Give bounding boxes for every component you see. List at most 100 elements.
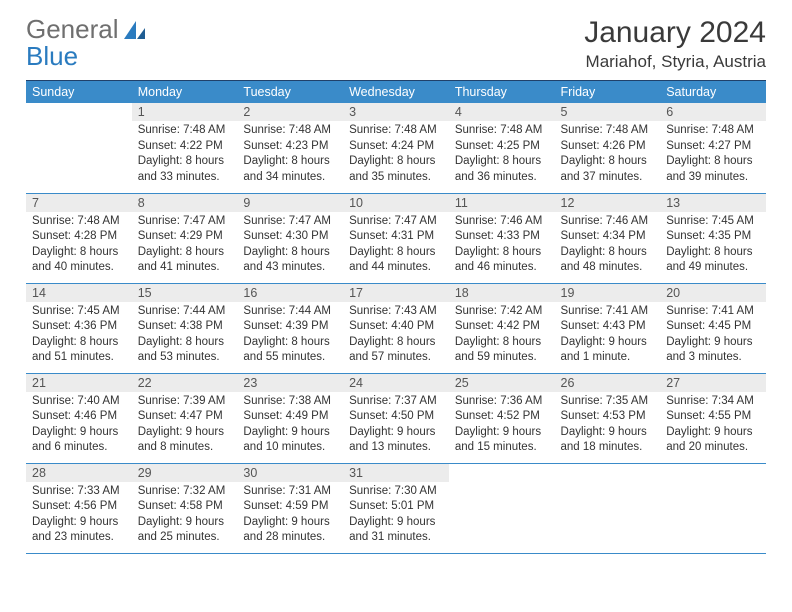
day-body: Sunrise: 7:46 AMSunset: 4:34 PMDaylight:… <box>555 212 661 280</box>
calendar-day-cell: 14Sunrise: 7:45 AMSunset: 4:36 PMDayligh… <box>26 283 132 373</box>
calendar-day-cell: 29Sunrise: 7:32 AMSunset: 4:58 PMDayligh… <box>132 463 238 553</box>
weekday-header: Saturday <box>660 81 766 104</box>
day-number: 20 <box>660 284 766 302</box>
day-body: Sunrise: 7:46 AMSunset: 4:33 PMDaylight:… <box>449 212 555 280</box>
day-number: 5 <box>555 103 661 121</box>
day-number: 16 <box>237 284 343 302</box>
calendar-day-cell <box>26 103 132 193</box>
calendar-day-cell <box>449 463 555 553</box>
calendar-day-cell: 27Sunrise: 7:34 AMSunset: 4:55 PMDayligh… <box>660 373 766 463</box>
day-body: Sunrise: 7:32 AMSunset: 4:58 PMDaylight:… <box>132 482 238 550</box>
calendar-day-cell: 8Sunrise: 7:47 AMSunset: 4:29 PMDaylight… <box>132 193 238 283</box>
day-body: Sunrise: 7:47 AMSunset: 4:30 PMDaylight:… <box>237 212 343 280</box>
calendar-day-cell: 16Sunrise: 7:44 AMSunset: 4:39 PMDayligh… <box>237 283 343 373</box>
day-number: 23 <box>237 374 343 392</box>
logo-word2: Blue <box>26 41 78 71</box>
day-body: Sunrise: 7:48 AMSunset: 4:22 PMDaylight:… <box>132 121 238 189</box>
day-number: 11 <box>449 194 555 212</box>
location: Mariahof, Styria, Austria <box>584 52 766 72</box>
day-number: 4 <box>449 103 555 121</box>
calendar-day-cell: 12Sunrise: 7:46 AMSunset: 4:34 PMDayligh… <box>555 193 661 283</box>
calendar-day-cell: 28Sunrise: 7:33 AMSunset: 4:56 PMDayligh… <box>26 463 132 553</box>
calendar-day-cell: 20Sunrise: 7:41 AMSunset: 4:45 PMDayligh… <box>660 283 766 373</box>
calendar-day-cell: 15Sunrise: 7:44 AMSunset: 4:38 PMDayligh… <box>132 283 238 373</box>
calendar-day-cell: 2Sunrise: 7:48 AMSunset: 4:23 PMDaylight… <box>237 103 343 193</box>
weekday-header: Friday <box>555 81 661 104</box>
day-body: Sunrise: 7:48 AMSunset: 4:26 PMDaylight:… <box>555 121 661 189</box>
header: General Blue January 2024 Mariahof, Styr… <box>26 16 766 72</box>
day-body: Sunrise: 7:48 AMSunset: 4:23 PMDaylight:… <box>237 121 343 189</box>
calendar-week-row: 14Sunrise: 7:45 AMSunset: 4:36 PMDayligh… <box>26 283 766 373</box>
day-body: Sunrise: 7:48 AMSunset: 4:27 PMDaylight:… <box>660 121 766 189</box>
calendar-day-cell: 22Sunrise: 7:39 AMSunset: 4:47 PMDayligh… <box>132 373 238 463</box>
day-body: Sunrise: 7:44 AMSunset: 4:39 PMDaylight:… <box>237 302 343 370</box>
day-number: 18 <box>449 284 555 302</box>
calendar-day-cell: 17Sunrise: 7:43 AMSunset: 4:40 PMDayligh… <box>343 283 449 373</box>
calendar-day-cell: 13Sunrise: 7:45 AMSunset: 4:35 PMDayligh… <box>660 193 766 283</box>
day-body: Sunrise: 7:41 AMSunset: 4:45 PMDaylight:… <box>660 302 766 370</box>
calendar-day-cell: 9Sunrise: 7:47 AMSunset: 4:30 PMDaylight… <box>237 193 343 283</box>
day-number: 21 <box>26 374 132 392</box>
calendar-day-cell: 21Sunrise: 7:40 AMSunset: 4:46 PMDayligh… <box>26 373 132 463</box>
calendar-day-cell: 4Sunrise: 7:48 AMSunset: 4:25 PMDaylight… <box>449 103 555 193</box>
title-block: January 2024 Mariahof, Styria, Austria <box>584 16 766 72</box>
day-body: Sunrise: 7:45 AMSunset: 4:35 PMDaylight:… <box>660 212 766 280</box>
calendar-week-row: 21Sunrise: 7:40 AMSunset: 4:46 PMDayligh… <box>26 373 766 463</box>
calendar-day-cell: 23Sunrise: 7:38 AMSunset: 4:49 PMDayligh… <box>237 373 343 463</box>
calendar-day-cell: 18Sunrise: 7:42 AMSunset: 4:42 PMDayligh… <box>449 283 555 373</box>
calendar-day-cell <box>660 463 766 553</box>
calendar-day-cell: 31Sunrise: 7:30 AMSunset: 5:01 PMDayligh… <box>343 463 449 553</box>
day-body: Sunrise: 7:36 AMSunset: 4:52 PMDaylight:… <box>449 392 555 460</box>
calendar-week-row: 7Sunrise: 7:48 AMSunset: 4:28 PMDaylight… <box>26 193 766 283</box>
month-title: January 2024 <box>584 16 766 50</box>
day-body: Sunrise: 7:48 AMSunset: 4:28 PMDaylight:… <box>26 212 132 280</box>
day-number: 2 <box>237 103 343 121</box>
day-number: 3 <box>343 103 449 121</box>
day-body: Sunrise: 7:41 AMSunset: 4:43 PMDaylight:… <box>555 302 661 370</box>
calendar-day-cell: 25Sunrise: 7:36 AMSunset: 4:52 PMDayligh… <box>449 373 555 463</box>
day-number: 30 <box>237 464 343 482</box>
day-number: 17 <box>343 284 449 302</box>
day-number: 25 <box>449 374 555 392</box>
calendar-day-cell <box>555 463 661 553</box>
day-body: Sunrise: 7:35 AMSunset: 4:53 PMDaylight:… <box>555 392 661 460</box>
calendar-day-cell: 10Sunrise: 7:47 AMSunset: 4:31 PMDayligh… <box>343 193 449 283</box>
calendar-day-cell: 6Sunrise: 7:48 AMSunset: 4:27 PMDaylight… <box>660 103 766 193</box>
day-body: Sunrise: 7:34 AMSunset: 4:55 PMDaylight:… <box>660 392 766 460</box>
day-number: 24 <box>343 374 449 392</box>
calendar-day-cell: 19Sunrise: 7:41 AMSunset: 4:43 PMDayligh… <box>555 283 661 373</box>
day-number: 12 <box>555 194 661 212</box>
calendar-week-row: 28Sunrise: 7:33 AMSunset: 4:56 PMDayligh… <box>26 463 766 553</box>
day-body: Sunrise: 7:30 AMSunset: 5:01 PMDaylight:… <box>343 482 449 550</box>
calendar-day-cell: 7Sunrise: 7:48 AMSunset: 4:28 PMDaylight… <box>26 193 132 283</box>
calendar-day-cell: 24Sunrise: 7:37 AMSunset: 4:50 PMDayligh… <box>343 373 449 463</box>
day-body: Sunrise: 7:42 AMSunset: 4:42 PMDaylight:… <box>449 302 555 370</box>
day-number: 1 <box>132 103 238 121</box>
day-body: Sunrise: 7:48 AMSunset: 4:25 PMDaylight:… <box>449 121 555 189</box>
day-body: Sunrise: 7:38 AMSunset: 4:49 PMDaylight:… <box>237 392 343 460</box>
day-body: Sunrise: 7:48 AMSunset: 4:24 PMDaylight:… <box>343 121 449 189</box>
day-body: Sunrise: 7:33 AMSunset: 4:56 PMDaylight:… <box>26 482 132 550</box>
day-number: 7 <box>26 194 132 212</box>
day-number: 31 <box>343 464 449 482</box>
weekday-header: Thursday <box>449 81 555 104</box>
calendar-day-cell: 26Sunrise: 7:35 AMSunset: 4:53 PMDayligh… <box>555 373 661 463</box>
calendar-day-cell: 1Sunrise: 7:48 AMSunset: 4:22 PMDaylight… <box>132 103 238 193</box>
day-number: 27 <box>660 374 766 392</box>
day-number: 29 <box>132 464 238 482</box>
day-body: Sunrise: 7:31 AMSunset: 4:59 PMDaylight:… <box>237 482 343 550</box>
calendar-day-cell: 5Sunrise: 7:48 AMSunset: 4:26 PMDaylight… <box>555 103 661 193</box>
day-body: Sunrise: 7:44 AMSunset: 4:38 PMDaylight:… <box>132 302 238 370</box>
day-number: 9 <box>237 194 343 212</box>
day-body: Sunrise: 7:47 AMSunset: 4:29 PMDaylight:… <box>132 212 238 280</box>
calendar-body: 1Sunrise: 7:48 AMSunset: 4:22 PMDaylight… <box>26 103 766 553</box>
day-number: 8 <box>132 194 238 212</box>
weekday-header: Monday <box>132 81 238 104</box>
day-body: Sunrise: 7:43 AMSunset: 4:40 PMDaylight:… <box>343 302 449 370</box>
day-number: 22 <box>132 374 238 392</box>
calendar-table: SundayMondayTuesdayWednesdayThursdayFrid… <box>26 80 766 554</box>
logo: General Blue <box>26 16 148 70</box>
weekday-header: Tuesday <box>237 81 343 104</box>
weekday-header: Wednesday <box>343 81 449 104</box>
day-number: 13 <box>660 194 766 212</box>
